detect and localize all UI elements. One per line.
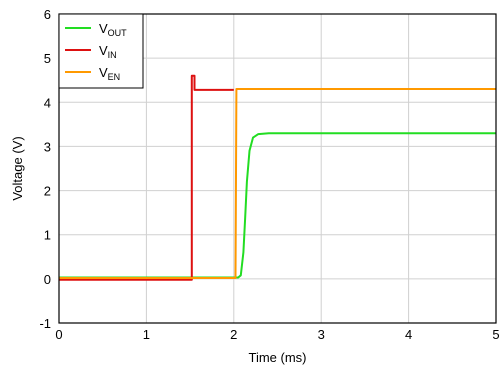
x-tick-label: 4 bbox=[405, 327, 412, 342]
legend-label-vin: VIN bbox=[99, 43, 117, 60]
y-tick-label: -1 bbox=[39, 316, 51, 331]
x-tick-label: 0 bbox=[55, 327, 62, 342]
x-tick-label: 2 bbox=[230, 327, 237, 342]
tick-labels: 0 1 2 3 4 5 -1 0 1 2 3 4 5 6 bbox=[39, 7, 499, 342]
x-axis-title: Time (ms) bbox=[248, 350, 306, 365]
y-axis-title: Voltage (V) bbox=[10, 136, 25, 200]
y-tick-label: 0 bbox=[44, 272, 51, 287]
x-tick-label: 5 bbox=[492, 327, 499, 342]
legend-label-vout: VOUT bbox=[99, 21, 127, 38]
y-tick-label: 2 bbox=[44, 184, 51, 199]
x-tick-label: 1 bbox=[143, 327, 150, 342]
series-line-ven bbox=[59, 88, 496, 279]
legend-label-ven: VEN bbox=[99, 65, 120, 82]
series-line-vin bbox=[59, 74, 234, 281]
y-tick-label: 5 bbox=[44, 51, 51, 66]
y-tick-label: 4 bbox=[44, 95, 51, 110]
plot-frame bbox=[58, 13, 497, 324]
y-tick-label: 3 bbox=[44, 139, 51, 154]
y-tick-label: 6 bbox=[44, 7, 51, 22]
series-line-vout bbox=[59, 132, 496, 279]
series-layer bbox=[59, 74, 496, 281]
y-tick-label: 1 bbox=[44, 228, 51, 243]
x-tick-label: 3 bbox=[318, 327, 325, 342]
legend: VOUT VIN VEN bbox=[58, 13, 144, 89]
